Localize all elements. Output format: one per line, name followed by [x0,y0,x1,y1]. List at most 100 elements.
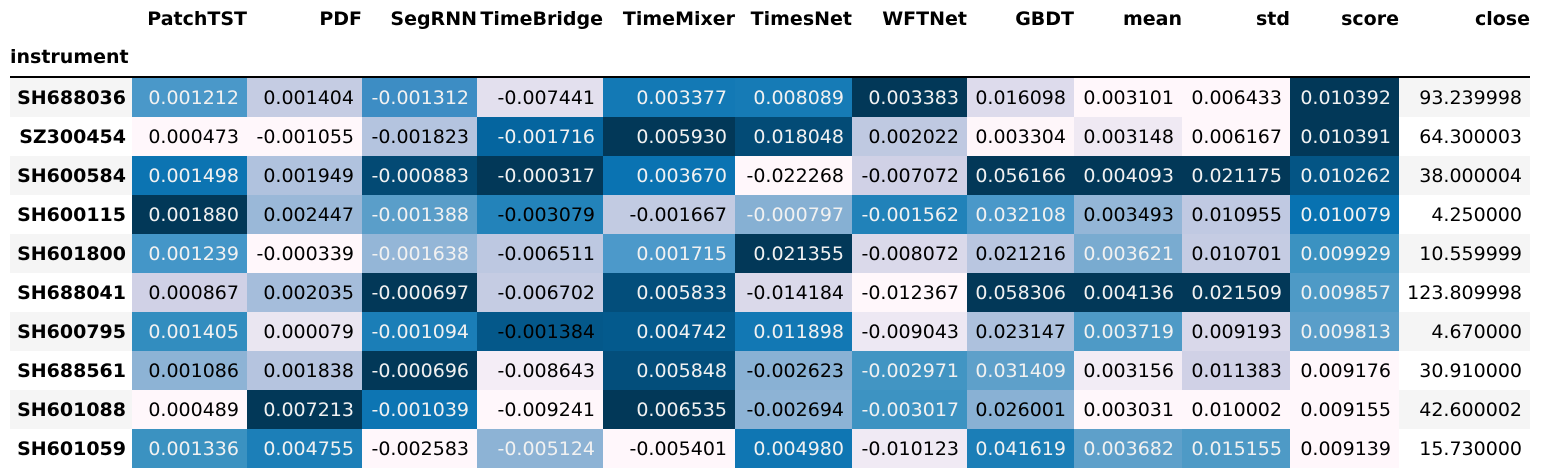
table-cell: -0.000317 [477,156,603,195]
table-cell: 64.300003 [1419,125,1522,148]
row-index-label: SZ300454 [19,125,126,148]
table-cell: -0.007072 [852,156,967,195]
table-cell: 0.002035 [247,273,362,312]
table-cell: 0.001086 [132,351,247,390]
table-cell: 0.011383 [1182,351,1290,390]
table-cell: 0.003101 [1074,77,1182,117]
table-cell: 0.005833 [603,273,735,312]
row-index-label: SH601088 [10,390,132,429]
table-cell: 0.009176 [1290,351,1399,390]
table-cell: 4.250000 [1431,203,1522,226]
table-cell: -0.003079 [477,195,603,234]
table-cell: 0.010392 [1290,77,1399,117]
table-cell: 0.009857 [1290,273,1399,312]
table-cell: -0.001055 [247,117,362,156]
table-cell: 0.001212 [132,77,247,117]
table-cell: 0.004136 [1074,273,1182,312]
table-cell: 0.003670 [603,156,735,195]
table-cell: 0.010955 [1182,195,1290,234]
table-row: SZ300454 0.000473 -0.001055 -0.001823 -0.001… [10,117,1530,156]
table-cell: -0.014184 [735,273,852,312]
column-header: close [1474,8,1530,30]
table-cell: 0.000867 [132,273,247,312]
table-cell: -0.001716 [477,117,603,156]
table-cell: 0.041619 [967,429,1074,468]
table-cell: 0.021175 [1182,156,1290,195]
table-cell: -0.001388 [362,195,477,234]
index-name-label: instrument [10,46,129,68]
table-cell: -0.012367 [852,273,967,312]
table-cell: 10.559999 [1399,234,1530,273]
column-header: mean [1122,8,1182,30]
column-header: PatchTST [147,8,247,30]
table-row: SH601059 0.001336 0.004755 -0.002583 -0.0051… [10,429,1530,468]
table-cell: 0.004093 [1074,156,1182,195]
table-cell: 0.058306 [967,273,1074,312]
table-cell: 0.001405 [132,312,247,351]
table-cell: 0.010701 [1182,234,1290,273]
table-cell: 0.004742 [603,312,735,351]
table-cell: 0.015155 [1182,429,1290,468]
table-cell: -0.002623 [735,351,852,390]
table-cell: 4.670000 [1399,312,1530,351]
table-cell: -0.009043 [852,312,967,351]
table-cell: -0.002583 [362,429,477,468]
table-cell: 0.016098 [967,77,1074,117]
table-cell: 0.003377 [603,77,735,117]
row-index-label: SH600795 [10,312,132,351]
table-cell: -0.006702 [477,273,603,312]
table-cell: 0.001880 [132,195,247,234]
corner-blank [10,0,132,38]
column-header: score [1341,8,1399,30]
table-cell: 0.009155 [1290,390,1399,429]
table-cell: 0.001949 [247,156,362,195]
table-cell: 0.004755 [247,429,362,468]
table-cell: -0.000883 [362,156,477,195]
table-cell: -0.001562 [852,195,967,234]
row-index-label: SH600115 [17,203,126,226]
table-cell: 0.056166 [967,156,1074,195]
table-cell: 93.239998 [1399,77,1530,117]
table-cell: 0.009139 [1290,429,1399,468]
table-cell: 0.005848 [603,351,735,390]
table-cell: 0.003148 [1074,117,1182,156]
table-cell: -0.002694 [735,390,852,429]
table-cell: 0.003719 [1074,312,1182,351]
column-header: WFTNet [882,8,967,30]
row-index-label: SH601059 [17,437,126,460]
table-cell: 30.910000 [1419,359,1522,382]
table-cell: 0.000473 [132,117,247,156]
table-cell: -0.003017 [852,390,967,429]
table-cell: 0.003493 [1074,195,1182,234]
table-row: SH601088 0.000489 0.007213 -0.001039 -0.0092… [10,390,1530,429]
table-cell: 38.000004 [1399,156,1530,195]
table-cell: -0.022268 [735,156,852,195]
table-cell: -0.001823 [362,117,477,156]
table-cell: 0.021509 [1182,273,1290,312]
table-row: SH600115 0.001880 0.002447 -0.001388 -0.0030… [10,195,1530,234]
table-cell: -0.009241 [477,390,603,429]
row-index-label: SH688041 [17,281,126,304]
table-cell: -0.005401 [603,429,735,468]
table-cell: 0.004980 [735,429,852,468]
table-cell: 0.003682 [1074,429,1182,468]
table-cell: -0.007441 [477,77,603,117]
table-cell: 0.018048 [735,117,852,156]
table-cell: -0.005124 [477,429,603,468]
row-index-label: SH688561 [17,359,126,382]
table-cell: -0.002971 [852,351,967,390]
table-cell: 0.001239 [132,234,247,273]
table-cell: 0.006167 [1182,117,1290,156]
row-index-label: SH688036 [10,77,132,117]
column-header: SegRNN [390,8,477,30]
table-cell: 0.021355 [735,234,852,273]
table-cell: 0.006433 [1182,77,1290,117]
column-header: TimeMixer [622,8,735,30]
table-cell: 0.001715 [603,234,735,273]
table-cell: -0.001039 [362,390,477,429]
table-cell: -0.001094 [362,312,477,351]
table-cell: 0.031409 [967,351,1074,390]
table-cell: 0.005930 [603,117,735,156]
table-cell: 0.008089 [735,77,852,117]
row-index-label: SH600584 [10,156,132,195]
